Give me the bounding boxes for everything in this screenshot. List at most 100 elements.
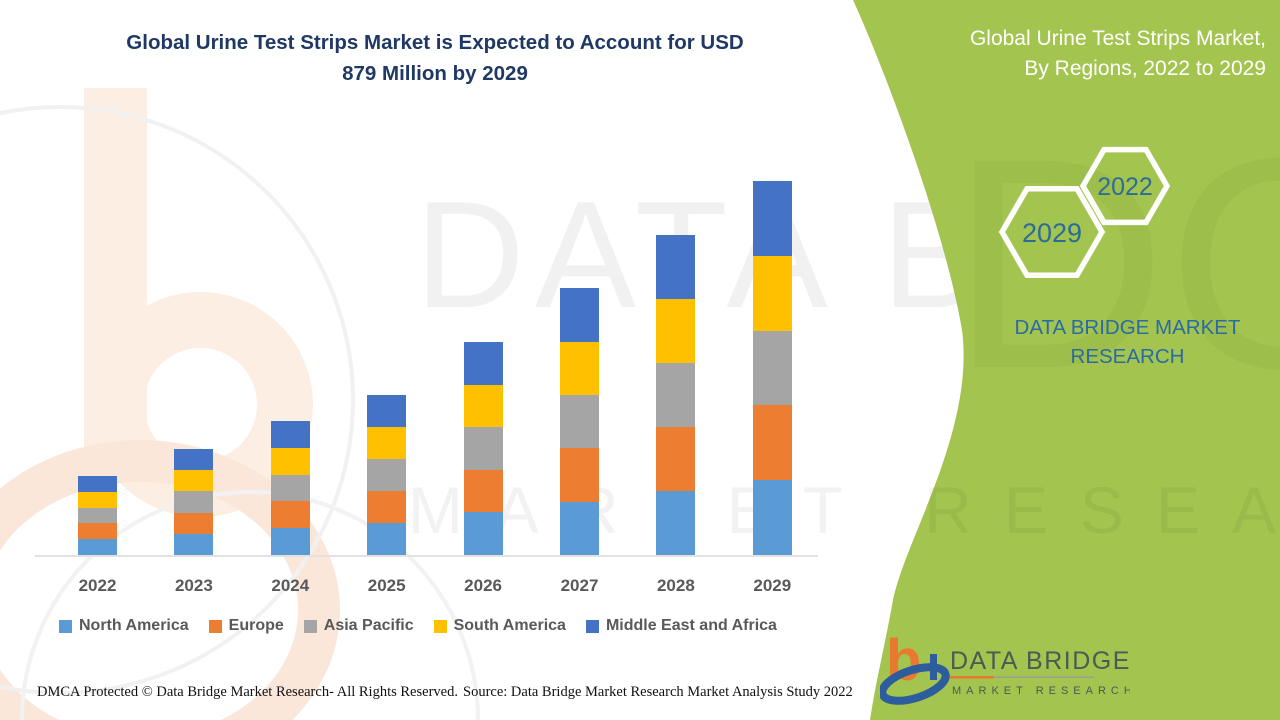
x-axis-label-2023: 2023 bbox=[174, 576, 213, 595]
legend-label: Middle East and Africa bbox=[605, 617, 777, 634]
bar-segment-2024-europe bbox=[270, 501, 310, 529]
chart-title-line1: Global Urine Test Strips Market is Expec… bbox=[126, 31, 744, 54]
year-hexagons: 2022 2029 bbox=[998, 146, 1171, 279]
legend-label: Europe bbox=[228, 617, 284, 634]
bar-segment-2024-middle-east-and-africa bbox=[270, 420, 310, 448]
bar-segment-2025-middle-east-and-africa bbox=[367, 395, 407, 428]
bar-segment-2025-south-america bbox=[367, 427, 407, 460]
chart-legend: North America Europe Asia Pacific South Ame… bbox=[59, 617, 777, 635]
stacked-bar-2024 bbox=[270, 420, 310, 555]
hexagon-2022 bbox=[1079, 146, 1171, 226]
legend-item-asia-pacific: Asia Pacific bbox=[303, 617, 414, 635]
panel-title-line2: By Regions, 2022 to 2029 bbox=[1024, 57, 1266, 80]
logo-swoosh bbox=[880, 663, 950, 705]
legend-swatch bbox=[585, 619, 599, 633]
x-axis-label-2027: 2027 bbox=[560, 576, 599, 595]
stacked-bar-2029 bbox=[752, 181, 792, 555]
legend-item-europe: Europe bbox=[208, 617, 284, 635]
bar-segment-2026-europe bbox=[463, 469, 503, 513]
hexagon-2029 bbox=[998, 185, 1106, 279]
bar-segment-2023-north-america bbox=[174, 533, 214, 555]
bar-segment-2028-middle-east-and-africa bbox=[656, 235, 696, 300]
bar-segment-2022-europe bbox=[78, 523, 117, 540]
chart-title-line2: 879 Million by 2029 bbox=[342, 62, 528, 85]
bar-segment-2022-south-america bbox=[78, 491, 117, 508]
bar-segment-2022-asia-pacific bbox=[78, 507, 117, 524]
panel-brand-line1: DATA BRIDGE MARKET bbox=[1014, 316, 1241, 339]
bar-segment-2022-north-america bbox=[78, 539, 117, 555]
logo-name: DATA BRIDGE bbox=[950, 647, 1130, 675]
stacked-bar-2028 bbox=[656, 235, 696, 555]
bar-segment-2024-north-america bbox=[270, 528, 310, 555]
bar-segment-2027-middle-east-and-africa bbox=[560, 288, 599, 342]
x-axis-label-2026: 2026 bbox=[464, 576, 502, 595]
logo-subtitle: MARKET RESEARCH bbox=[952, 685, 1130, 697]
databridge-logo-mark: b bbox=[880, 628, 950, 705]
bar-segment-2028-europe bbox=[656, 427, 696, 492]
logo-underline-gray bbox=[994, 676, 1094, 678]
bar-segment-2025-europe bbox=[367, 491, 407, 524]
stacked-bar-2023 bbox=[174, 449, 214, 555]
legend-swatch bbox=[208, 619, 222, 633]
stacked-bar-2027 bbox=[560, 288, 599, 555]
watermark-text-row2: MARKET RESEARCH bbox=[408, 473, 1280, 547]
legend-label: South America bbox=[453, 617, 566, 634]
legend-label: North America bbox=[79, 617, 189, 634]
logo-underline-orange bbox=[950, 676, 994, 679]
bar-segment-2024-asia-pacific bbox=[270, 474, 310, 502]
bar-segment-2024-south-america bbox=[270, 447, 310, 475]
bar-segment-2029-north-america bbox=[752, 480, 792, 555]
legend-swatch bbox=[303, 619, 317, 633]
databridge-logo: b DATA BRIDGE MARKET RESEARCH bbox=[880, 628, 1130, 705]
bar-segment-2029-south-america bbox=[752, 255, 792, 331]
legend-swatch bbox=[59, 619, 72, 633]
chart-title: Global Urine Test Strips Market is Expec… bbox=[60, 27, 810, 89]
stacked-bar-2025 bbox=[367, 395, 407, 555]
source-note: Source: Data Bridge Market Research Mark… bbox=[463, 684, 853, 700]
bar-segment-2023-south-america bbox=[174, 470, 214, 492]
dmca-notice: DMCA Protected © Data Bridge Market Rese… bbox=[37, 684, 458, 700]
legend-item-north-america: North America bbox=[59, 617, 189, 635]
panel-title: Global Urine Test Strips Market, By Regi… bbox=[896, 24, 1266, 84]
x-axis-label-2029: 2029 bbox=[753, 576, 792, 595]
panel-brand-line2: RESEARCH bbox=[1070, 345, 1185, 368]
bar-segment-2026-middle-east-and-africa bbox=[463, 342, 503, 385]
bar-segment-2028-asia-pacific bbox=[656, 363, 696, 428]
legend-item-south-america: South America bbox=[433, 617, 566, 635]
x-axis-label-2028: 2028 bbox=[656, 576, 695, 595]
bar-segment-2027-north-america bbox=[560, 501, 599, 555]
x-axis-label-2022: 2022 bbox=[78, 576, 117, 595]
bar-segment-2026-north-america bbox=[463, 512, 503, 555]
bar-segment-2029-europe bbox=[752, 405, 792, 481]
stacked-bar-2026 bbox=[463, 342, 503, 555]
hexagon-2029-label: 2029 bbox=[1022, 218, 1082, 248]
bar-segment-2026-asia-pacific bbox=[463, 427, 503, 470]
hexagon-2022-label: 2022 bbox=[1097, 173, 1153, 201]
bar-segment-2023-middle-east-and-africa bbox=[174, 449, 214, 471]
panel-title-line1: Global Urine Test Strips Market, bbox=[969, 27, 1266, 50]
bar-segment-2029-asia-pacific bbox=[752, 330, 792, 406]
stacked-bar-2022 bbox=[78, 475, 117, 555]
panel-brand-text: DATA BRIDGE MARKET RESEARCH bbox=[1005, 313, 1250, 371]
legend-label: Asia Pacific bbox=[323, 617, 414, 634]
bar-segment-2027-europe bbox=[560, 448, 599, 502]
bar-segment-2029-middle-east-and-africa bbox=[752, 181, 792, 256]
bar-segment-2023-europe bbox=[174, 512, 214, 534]
bar-segment-2023-asia-pacific bbox=[174, 491, 214, 513]
legend-swatch bbox=[433, 619, 447, 633]
bar-segment-2027-asia-pacific bbox=[560, 394, 599, 449]
legend-item-middle-east-and-africa: Middle East and Africa bbox=[585, 617, 777, 635]
bar-segment-2027-south-america bbox=[560, 341, 599, 395]
bar-segment-2028-north-america bbox=[656, 491, 696, 555]
logo-d-stem bbox=[930, 654, 937, 680]
bar-segment-2025-north-america bbox=[367, 523, 407, 555]
x-axis-line bbox=[35, 555, 818, 557]
x-axis-label-2024: 2024 bbox=[271, 576, 310, 595]
x-axis-label-2025: 2025 bbox=[367, 576, 406, 595]
bar-segment-2026-south-america bbox=[463, 384, 503, 428]
plot-area: 2022 2023 2024 2025 2026 2027 2028 2029 bbox=[35, 170, 818, 595]
bar-segment-2028-south-america bbox=[656, 299, 696, 364]
bar-segment-2022-middle-east-and-africa bbox=[78, 475, 117, 492]
